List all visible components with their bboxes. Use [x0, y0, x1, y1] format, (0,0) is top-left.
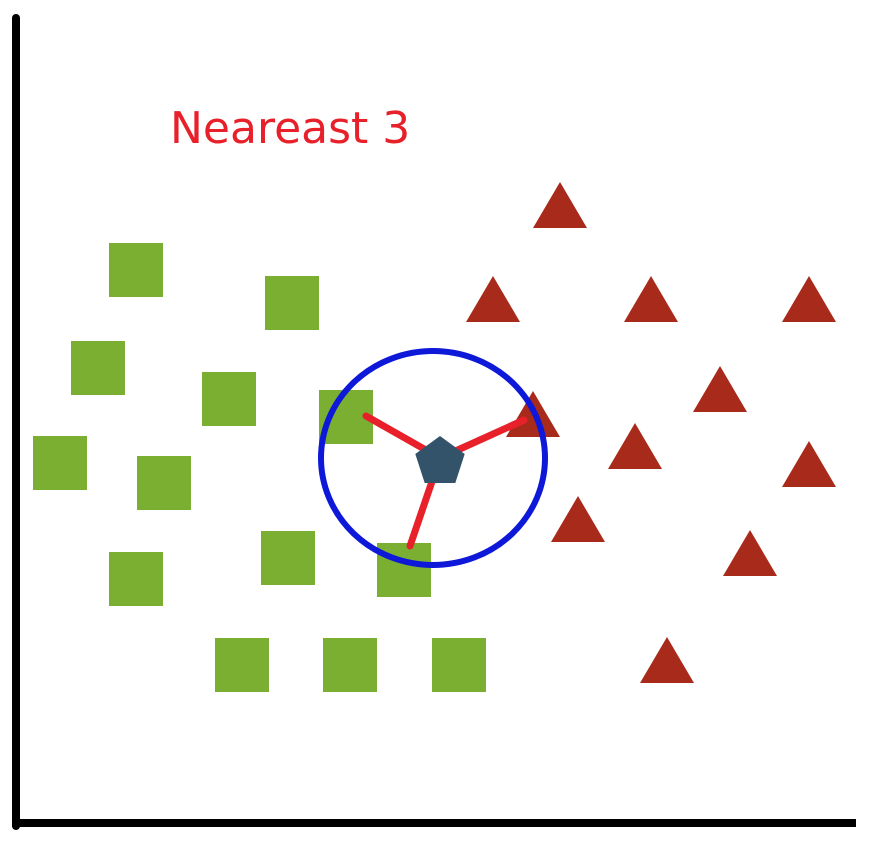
green-square-icon	[215, 638, 269, 692]
axes	[12, 14, 856, 830]
red-triangle-icon	[640, 637, 694, 683]
green-square-icon	[109, 552, 163, 606]
green-square-icon	[137, 456, 191, 510]
green-square-icon	[71, 341, 125, 395]
green-square-icon	[265, 276, 319, 330]
query-point-icon	[415, 436, 465, 483]
neighborhood-circle	[318, 348, 548, 568]
green-square-icon	[33, 436, 87, 490]
green-square-icon	[377, 543, 431, 597]
red-triangle-icon	[466, 276, 520, 322]
green-square-icon	[109, 243, 163, 297]
query-point-group	[318, 348, 548, 568]
green-square-icon	[432, 638, 486, 692]
red-triangle-icon	[782, 276, 836, 322]
green-square-icon	[261, 531, 315, 585]
class-a-points	[33, 243, 486, 692]
green-square-icon	[323, 638, 377, 692]
diagram-title: Neareast 3	[170, 103, 410, 154]
class-b-points	[466, 182, 836, 683]
red-triangle-icon	[693, 366, 747, 412]
red-triangle-icon	[608, 423, 662, 469]
red-triangle-icon	[723, 530, 777, 576]
red-triangle-icon	[551, 496, 605, 542]
red-triangle-icon	[533, 182, 587, 228]
red-triangle-icon	[624, 276, 678, 322]
red-triangle-icon	[782, 441, 836, 487]
green-square-icon	[202, 372, 256, 426]
